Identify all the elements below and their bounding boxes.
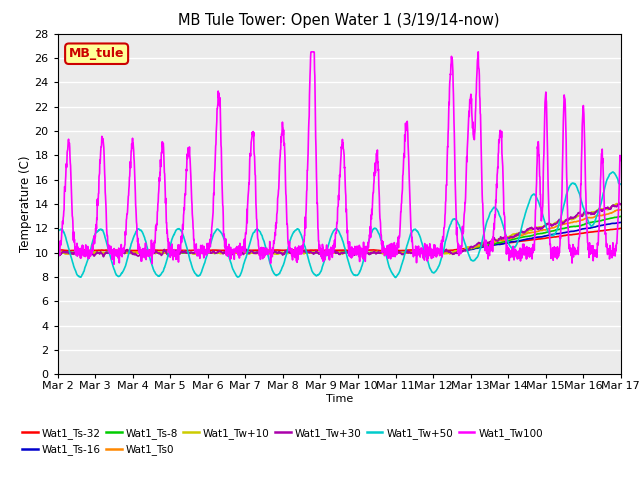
Legend: Wat1_Ts-32, Wat1_Ts-16, Wat1_Ts-8, Wat1_Ts0, Wat1_Tw+10, Wat1_Tw+30, Wat1_Tw+50,: Wat1_Ts-32, Wat1_Ts-16, Wat1_Ts-8, Wat1_… xyxy=(18,424,547,459)
Title: MB Tule Tower: Open Water 1 (3/19/14-now): MB Tule Tower: Open Water 1 (3/19/14-now… xyxy=(179,13,500,28)
X-axis label: Time: Time xyxy=(326,394,353,404)
Y-axis label: Temperature (C): Temperature (C) xyxy=(19,156,31,252)
Text: MB_tule: MB_tule xyxy=(69,47,124,60)
